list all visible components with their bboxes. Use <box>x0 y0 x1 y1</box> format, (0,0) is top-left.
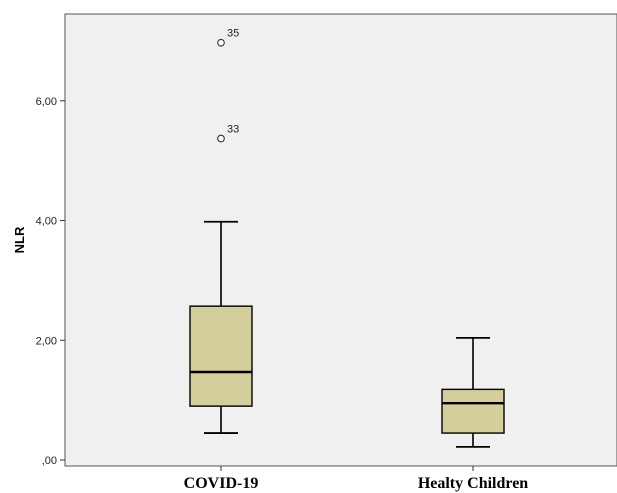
box-group <box>441 336 505 448</box>
y-tick-label: ,00 <box>42 455 57 467</box>
plot-area <box>64 13 617 467</box>
y-axis: ,00 2,00 4,00 6,00 <box>36 96 65 467</box>
y-axis-label: NLR <box>12 226 27 253</box>
iqr-box <box>441 388 505 434</box>
box-group: 33 35 <box>189 28 253 434</box>
outlier-label: 33 <box>227 124 239 136</box>
y-tick-label: 2,00 <box>36 335 57 347</box>
outlier-point <box>217 38 225 47</box>
outlier-label: 35 <box>227 28 239 40</box>
x-category-label: Healty Children <box>418 475 528 492</box>
x-axis: COVID-19 Healty Children <box>184 466 528 492</box>
y-tick-label: 4,00 <box>36 216 57 228</box>
x-category-label: COVID-19 <box>184 475 259 492</box>
outlier-point <box>217 134 225 143</box>
boxes: 33 35 <box>189 28 505 448</box>
y-tick-label: 6,00 <box>36 96 57 108</box>
iqr-box <box>189 305 253 407</box>
